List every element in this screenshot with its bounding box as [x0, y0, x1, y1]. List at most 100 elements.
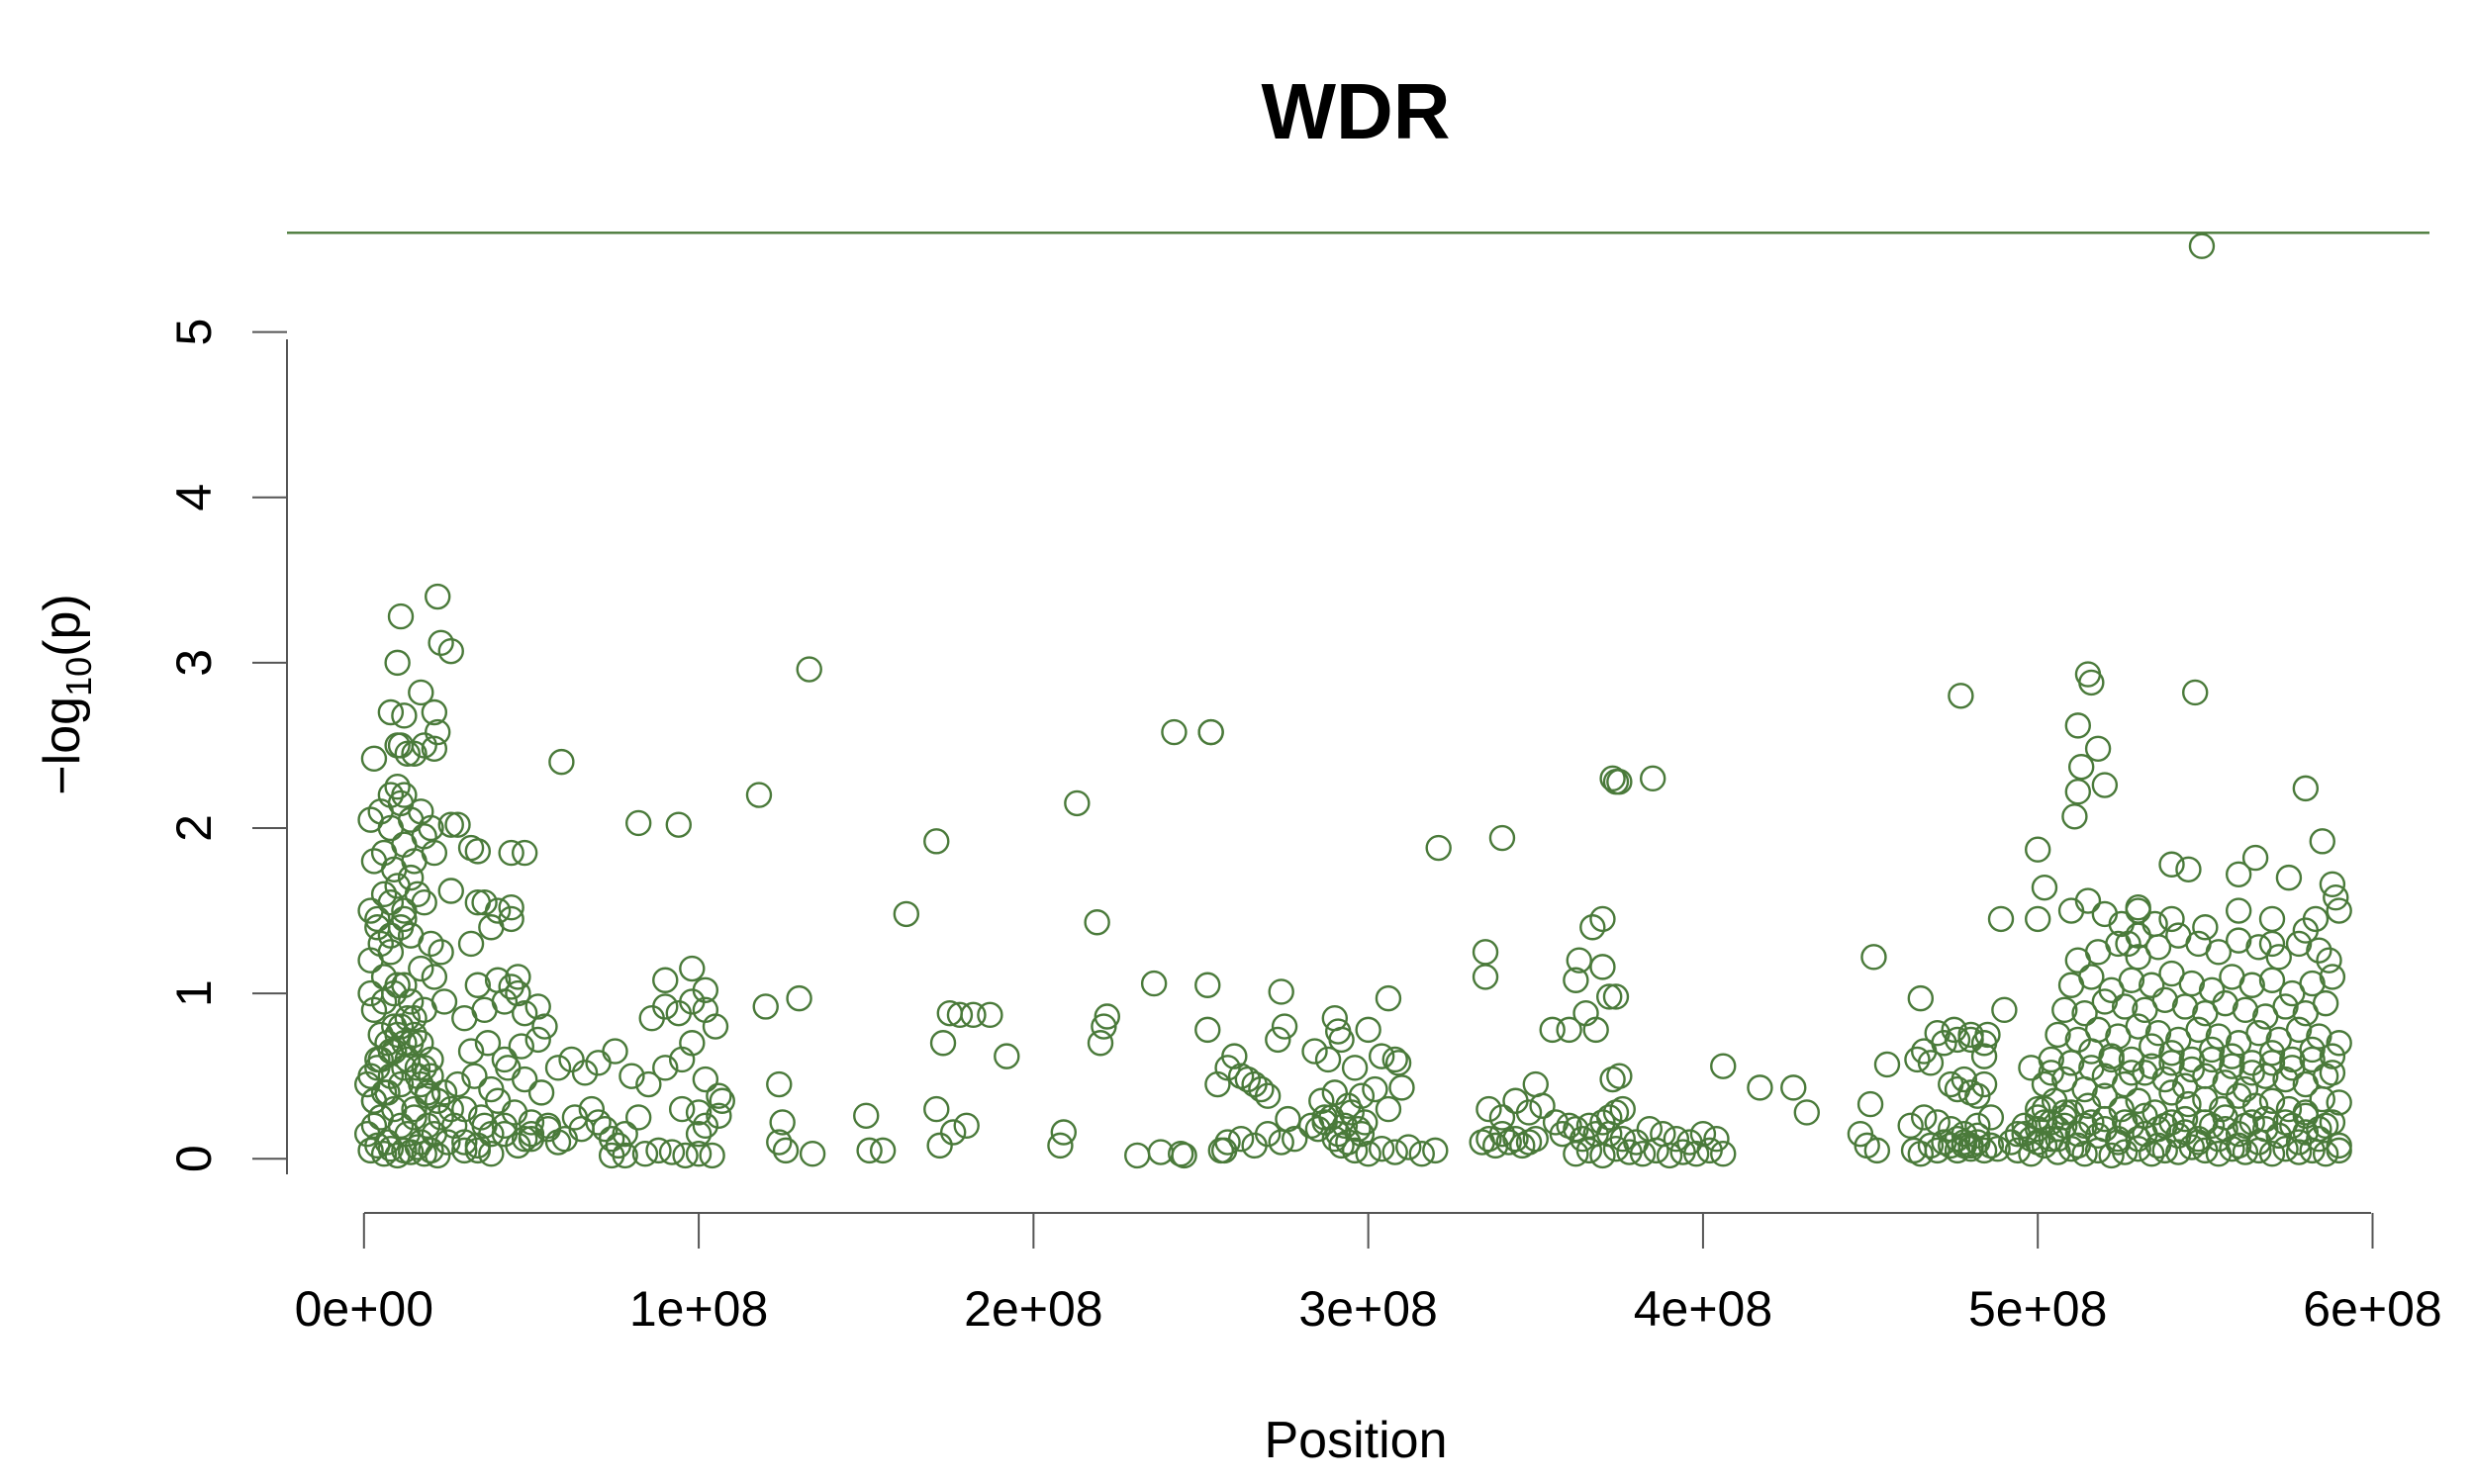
data-point — [1951, 1066, 1977, 1093]
data-point — [451, 1137, 478, 1164]
data-point — [571, 1060, 599, 1086]
data-point — [471, 888, 498, 916]
data-point — [2132, 1060, 2158, 1086]
data-point — [1368, 1043, 1395, 1069]
data-point — [401, 740, 428, 767]
data-point — [2125, 1125, 2151, 1153]
data-point — [2158, 1079, 2185, 1106]
data-point — [2144, 1020, 2172, 1047]
data-point — [652, 967, 679, 993]
data-point — [2326, 897, 2352, 924]
data-point — [2151, 986, 2178, 1013]
data-point — [1321, 1079, 1349, 1106]
data-point — [2051, 996, 2078, 1024]
data-point — [377, 782, 405, 808]
data-point — [1924, 1137, 1951, 1164]
data-point — [2319, 1060, 2346, 1086]
x-tick-label: 2e+08 — [964, 1281, 1102, 1337]
data-point — [364, 905, 391, 933]
data-point — [1375, 1095, 1402, 1123]
data-point — [457, 1038, 485, 1065]
data-point — [377, 1136, 405, 1162]
data-point — [1368, 1136, 1395, 1162]
data-point — [668, 1095, 696, 1123]
data-point — [1863, 1137, 1891, 1164]
data-point — [367, 930, 394, 958]
data-point — [1856, 1090, 1884, 1118]
data-point — [1606, 1063, 1633, 1089]
data-point — [1964, 1122, 1991, 1150]
data-point — [544, 1129, 572, 1156]
data-point — [1348, 1120, 1376, 1148]
data-point — [702, 1013, 729, 1040]
data-point — [2018, 1055, 2045, 1081]
data-point — [1311, 1104, 1338, 1131]
data-point — [1596, 1120, 1623, 1148]
data-point — [2151, 1066, 2178, 1093]
data-point — [2084, 1016, 2112, 1044]
data-point — [2212, 989, 2238, 1017]
data-point — [1422, 1137, 1449, 1164]
data-point — [2326, 1030, 2352, 1057]
data-point — [2171, 1105, 2199, 1133]
data-point — [953, 1112, 980, 1140]
data-point — [498, 894, 524, 921]
data-point — [421, 698, 448, 726]
data-point — [1602, 983, 1630, 1010]
data-point — [518, 1120, 545, 1148]
data-point — [418, 930, 444, 958]
data-point — [1515, 1099, 1543, 1126]
data-point — [699, 1142, 725, 1169]
data-point — [2258, 967, 2286, 993]
data-point — [2326, 1089, 2352, 1116]
data-point — [444, 811, 471, 838]
data-point — [428, 939, 454, 966]
data-point — [374, 1079, 401, 1106]
data-point — [524, 993, 551, 1020]
data-point — [2285, 1016, 2313, 1044]
data-point — [478, 1075, 505, 1103]
data-point — [1689, 1120, 1717, 1148]
data-point — [1948, 683, 1974, 709]
data-point — [2139, 1033, 2165, 1060]
data-point — [1747, 1074, 1773, 1101]
data-point — [1355, 1016, 1381, 1044]
data-point — [377, 698, 405, 726]
data-point — [1094, 1003, 1120, 1030]
data-point — [2051, 1112, 2078, 1140]
data-point — [1529, 1092, 1556, 1119]
data-point — [2285, 1139, 2313, 1165]
data-point — [2141, 910, 2168, 938]
data-point — [665, 811, 692, 838]
data-point — [2258, 1040, 2286, 1067]
data-point — [1904, 1046, 1931, 1073]
data-point — [1860, 944, 1887, 971]
data-point — [558, 1046, 585, 1073]
data-point — [893, 900, 920, 928]
data-point — [1944, 1026, 1971, 1054]
data-point — [457, 930, 485, 958]
data-point — [977, 1001, 1003, 1029]
data-point — [401, 1095, 428, 1123]
data-point — [869, 1137, 897, 1164]
data-point — [2139, 972, 2165, 998]
data-point — [387, 1070, 415, 1098]
data-point — [1589, 954, 1616, 980]
data-point — [397, 1139, 425, 1165]
data-point — [2078, 669, 2105, 696]
data-point — [2025, 1129, 2051, 1156]
data-point — [2285, 1129, 2313, 1156]
data-point — [2185, 1016, 2212, 1044]
data-point — [498, 839, 524, 867]
data-point — [1957, 1026, 1984, 1054]
data-point — [1084, 909, 1110, 936]
y-tick-label: 1 — [166, 979, 222, 1007]
data-point — [578, 1095, 606, 1123]
data-point — [2292, 775, 2320, 802]
data-point — [2225, 1132, 2252, 1159]
data-point — [960, 1001, 987, 1029]
data-point — [2118, 967, 2145, 993]
data-point — [411, 1055, 437, 1081]
data-point — [786, 984, 812, 1012]
data-point — [1650, 1120, 1676, 1148]
